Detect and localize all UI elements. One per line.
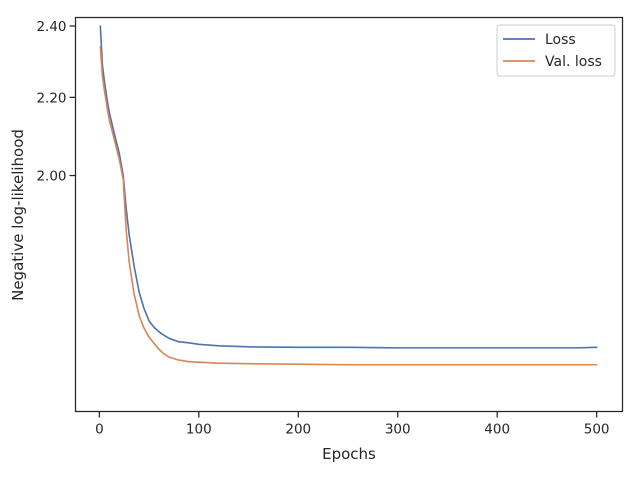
legend-label: Loss xyxy=(545,32,576,48)
series-line-val-loss xyxy=(99,45,598,366)
plot-area xyxy=(75,17,623,412)
plot-frame xyxy=(74,16,624,413)
x-tick-label: 100 xyxy=(186,422,212,438)
y-axis-ticks: 2.00 2.20 2.40 xyxy=(36,19,76,185)
x-tick-label: 0 xyxy=(95,422,104,438)
x-axis-label: Epochs xyxy=(322,445,376,463)
legend-label: Val. loss xyxy=(545,54,602,70)
y-tick-label: 2.20 xyxy=(36,90,66,106)
y-tick-label: 2.40 xyxy=(36,19,66,35)
x-tick-label: 500 xyxy=(584,422,610,438)
x-tick-label: 200 xyxy=(285,422,311,438)
y-tick-label: 2.00 xyxy=(36,169,66,185)
x-axis-ticks: 0 100 200 300 400 500 xyxy=(95,411,610,438)
x-tick-label: 300 xyxy=(385,422,411,438)
series-lines xyxy=(99,25,598,366)
y-axis-label: Negative log-likelihood xyxy=(9,129,27,301)
legend-box xyxy=(496,24,616,77)
series-line-loss xyxy=(99,25,598,349)
legend: Loss Val. loss xyxy=(496,24,616,77)
x-tick-label: 400 xyxy=(484,422,510,438)
